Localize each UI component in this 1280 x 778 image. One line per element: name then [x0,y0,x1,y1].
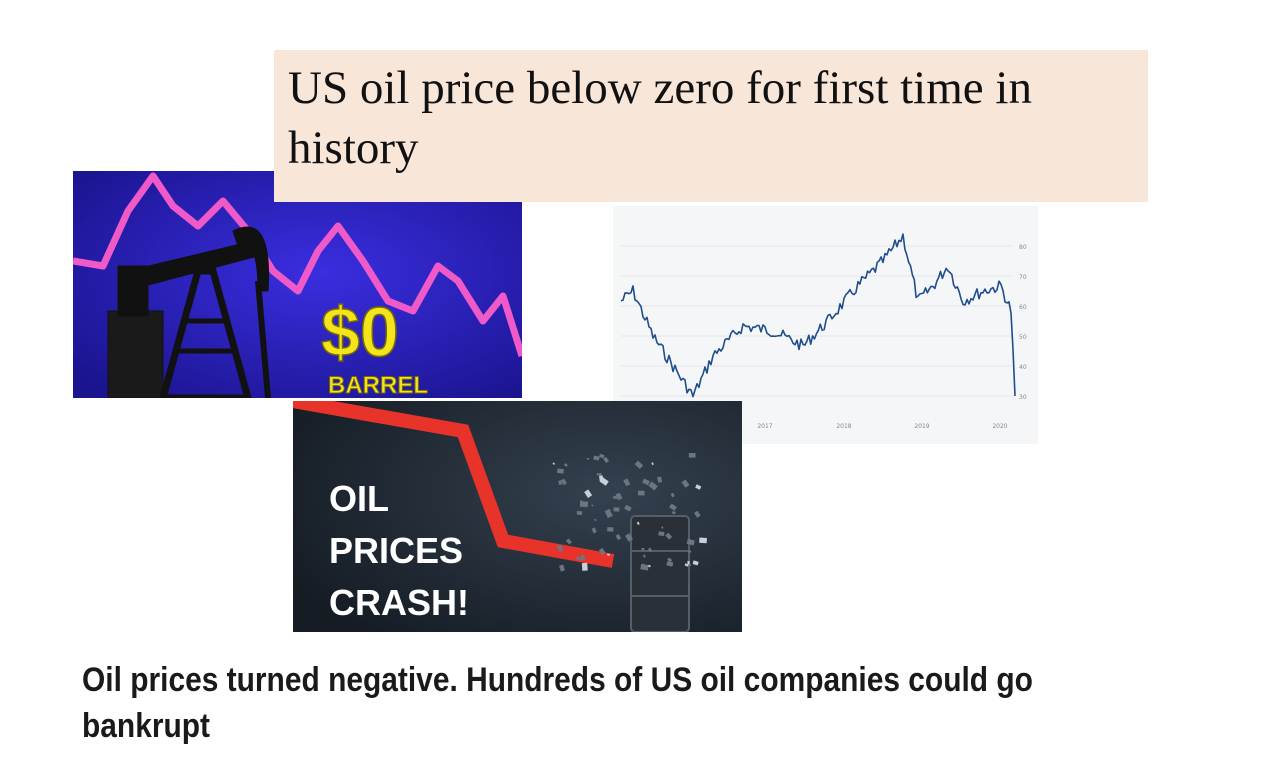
x-tick-label: 2017 [757,423,772,430]
debris-fragments [552,453,707,572]
pumpjack-image: $0 BARREL [73,171,522,398]
y-tick-label: 70 [1019,274,1027,281]
oil-price-line [620,233,1016,398]
y-tick-label: 30 [1019,394,1027,401]
y-tick-label: 40 [1019,364,1027,371]
barrel-text: BARREL [328,372,428,398]
x-tick-label: 2018 [836,423,851,430]
crash-text-line-2: PRICES [329,530,463,571]
headline-box: US oil price below zero for first time i… [274,50,1148,202]
oil-crash-image: OIL PRICES CRASH! [293,401,742,632]
y-tick-label: 60 [1019,304,1027,311]
crash-text-line-3: CRASH! [329,582,469,623]
x-tick-label: 2020 [992,423,1007,430]
headline-text: US oil price below zero for first time i… [288,62,1032,174]
price-line [73,172,522,358]
caption-text: Oil prices turned negative. Hundreds of … [82,661,1033,745]
crash-arrow [293,401,615,568]
y-tick-label: 80 [1019,244,1027,251]
zero-price-text: $0 [321,293,399,371]
crash-text-line-1: OIL [329,478,389,519]
x-tick-label: 2019 [914,423,929,430]
oil-barrel [630,515,690,632]
pumpjack-silhouette [107,226,271,398]
y-tick-label: 50 [1019,334,1027,341]
